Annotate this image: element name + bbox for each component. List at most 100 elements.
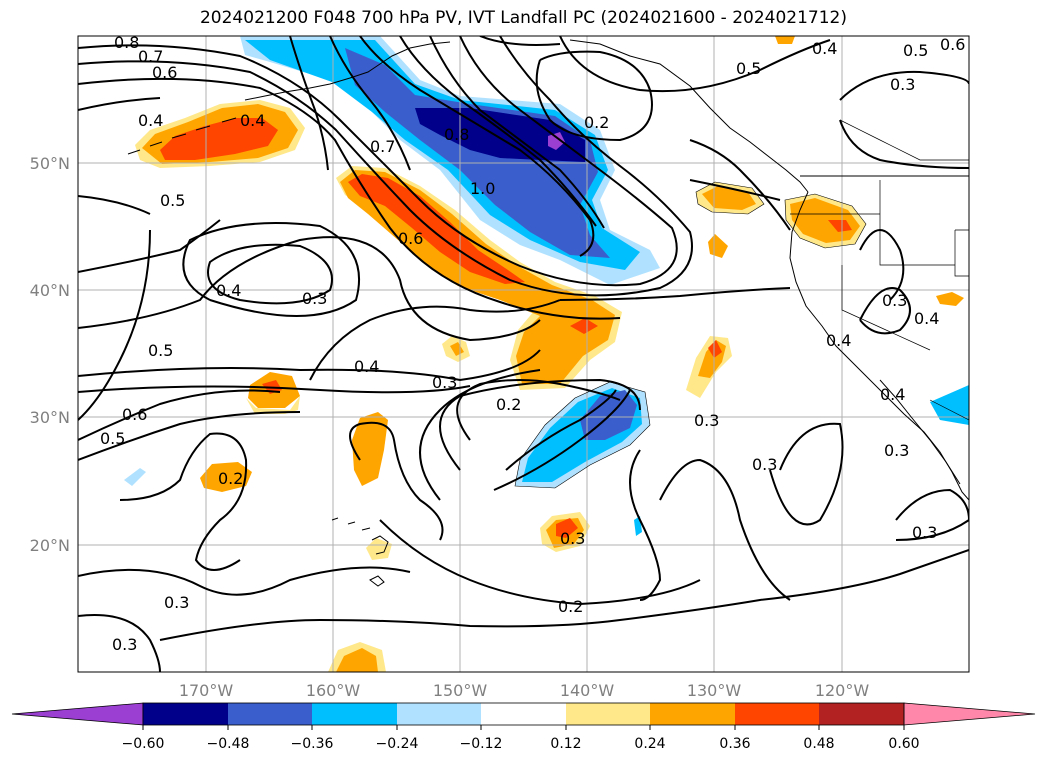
pos-anomaly-aleutian-red	[160, 118, 278, 160]
contour-label: 0.6	[152, 63, 177, 82]
neg-anomaly-tiny-west	[124, 468, 146, 486]
contour-label: 0.5	[903, 41, 928, 60]
contour-label: 0.6	[940, 35, 965, 54]
colorbar-tick-label: 0.12	[550, 736, 581, 752]
lat-tick-label: 50°N	[30, 154, 70, 173]
colorbar-tick-label: 0.48	[803, 736, 834, 752]
aleutian-islands	[127, 117, 237, 155]
colorbar-bin	[735, 703, 819, 725]
contour-label: 0.2	[496, 395, 521, 414]
contour-label: 0.3	[752, 455, 777, 474]
colorbar-frame	[142, 702, 905, 726]
baja-coast	[879, 379, 961, 485]
gridlines	[78, 36, 969, 672]
colorbar-bin	[228, 703, 312, 725]
lon-tick-label: 160°W	[306, 681, 361, 700]
contour-label: 0.7	[138, 47, 163, 66]
neg-anomaly-east	[930, 385, 969, 425]
pos-anomaly-small-11	[775, 36, 795, 44]
contour-label: 0.4	[138, 111, 163, 130]
pv-contours	[78, 36, 969, 672]
pos-anomaly-small-4	[352, 412, 388, 486]
pos-anomaly-small-10	[936, 292, 964, 306]
contour-label: 0.6	[122, 405, 147, 424]
contour-label: 0.3	[302, 289, 327, 308]
contour-label: 0.8	[114, 33, 139, 52]
alaska-coast	[244, 41, 451, 101]
neg-anomaly-north-purple	[548, 132, 565, 150]
contour-label: 0.3	[164, 593, 189, 612]
contour-label: 0.3	[560, 529, 585, 548]
lon-tick-label: 130°W	[687, 681, 742, 700]
contour-label: 1.0	[470, 179, 495, 198]
colorbar-tick-label: −0.12	[460, 736, 503, 752]
lon-tick-label: 150°W	[433, 681, 488, 700]
lon-tick-label: 170°W	[179, 681, 234, 700]
coastlines	[127, 39, 969, 587]
colorbar-tick-label: −0.60	[122, 736, 165, 752]
alaska-panhandle-coast	[569, 39, 809, 193]
lat-axis: 50°N 40°N 30°N 20°N	[30, 154, 70, 555]
pos-anomaly-small-9	[366, 538, 392, 560]
contour-label: 0.4	[354, 357, 379, 376]
alaska-canada-border	[839, 119, 969, 161]
hawaii	[331, 517, 389, 587]
lon-tick-label: 120°W	[815, 681, 870, 700]
pos-anomaly-small-3-yellow	[246, 396, 300, 414]
contour-label: 0.8	[444, 125, 469, 144]
contour-label: 0.4	[914, 309, 939, 328]
contour-label: 0.3	[112, 635, 137, 654]
contour-label: 0.4	[812, 39, 837, 58]
pos-anomaly-small-5	[200, 462, 252, 492]
shading-layer	[124, 36, 969, 672]
contour-label: 0.3	[882, 291, 907, 310]
contour-label: 0.6	[398, 229, 423, 248]
neg-anomaly-north-navy	[415, 108, 585, 162]
contour-label: 0.3	[884, 441, 909, 460]
colorbar-bin	[566, 703, 650, 725]
map-title: 2024021200 F048 700 hPa PV, IVT Landfall…	[199, 8, 847, 28]
neg-anomaly-north-blue	[345, 48, 610, 258]
lat-tick-label: 30°N	[30, 408, 70, 427]
colorbar-bin	[481, 703, 566, 725]
contour-label: 0.7	[370, 137, 395, 156]
pos-anomaly-band-red	[348, 174, 525, 284]
pos-anomaly-band-red-small	[570, 318, 598, 334]
colorbar-tick-label: 0.24	[634, 736, 665, 752]
colorbar-tick-label: 0.36	[719, 736, 750, 752]
pos-anomaly-small-7-red	[556, 518, 578, 538]
contour-label: 0.3	[694, 411, 719, 430]
colorbar-tick-label: −0.24	[376, 736, 419, 752]
colorbar-bin	[397, 703, 481, 725]
colorbar: −0.60 −0.48 −0.36 −0.24 −0.12 0.12 0.24 …	[11, 702, 1036, 752]
lon-axis: 170°W 160°W 150°W 140°W 130°W 120°W	[179, 681, 870, 700]
pos-anomaly-coast-red	[828, 220, 852, 232]
contour-label: 0.5	[160, 191, 185, 210]
lat-tick-label: 20°N	[30, 536, 70, 555]
contour-label: 0.3	[890, 75, 915, 94]
contour-label: 0.4	[880, 385, 905, 404]
contour-label-layer: 0.8 0.7 0.6 0.4 0.4 0.5 0.8 0.7 1.0 0.6 …	[100, 33, 965, 654]
contour-label: 0.5	[100, 429, 125, 448]
colorbar-bin	[143, 703, 228, 725]
colorbar-bin	[650, 703, 735, 725]
contour-label: 0.4	[826, 331, 851, 350]
pos-anomaly-small-2-red	[708, 340, 722, 358]
neg-anomaly-tiny	[634, 516, 642, 536]
map-frame	[77, 35, 970, 673]
state-borders	[790, 180, 969, 421]
colorbar-extend-max	[903, 702, 1036, 726]
contour-label: 0.5	[736, 59, 761, 78]
colorbar-bin	[312, 703, 397, 725]
lat-tick-label: 40°N	[30, 281, 70, 300]
contour-label: 0.4	[216, 281, 241, 300]
contour-label: 0.3	[912, 523, 937, 542]
pos-anomaly-small-8-orange	[336, 648, 378, 672]
contour-label: 0.4	[240, 111, 265, 130]
contour-label: 0.3	[432, 373, 457, 392]
colorbar-tick-label: 0.60	[888, 736, 919, 752]
colorbar-extend-min	[11, 702, 144, 726]
colorbar-tick-label: −0.36	[291, 736, 334, 752]
pos-anomaly-small-1	[708, 234, 728, 258]
